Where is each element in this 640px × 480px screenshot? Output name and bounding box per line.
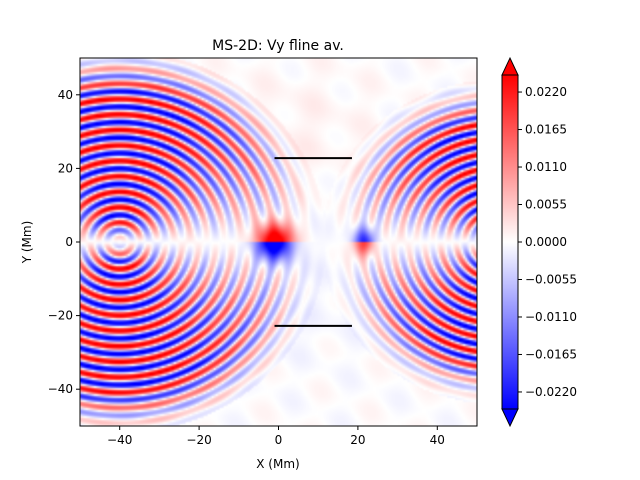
x-tick-label: 0: [275, 433, 283, 447]
y-axis-label: Y (Mm): [20, 221, 34, 265]
colorbar-tick-label: −0.0165: [525, 347, 577, 361]
x-axis-label: X (Mm): [256, 457, 299, 471]
colorbar-tick-label: −0.0110: [525, 310, 577, 324]
colorbar: −0.0220 −0.0165 −0.0110 −0.0055 0.0000 0.0055…: [501, 56, 577, 428]
colorbar-tick-label: 0.0220: [525, 85, 567, 99]
x-tick-label: 40: [430, 433, 445, 447]
colorbar-tick-label: 0.0055: [525, 198, 567, 212]
colorbar-gradient: [502, 75, 518, 409]
x-tick-label: 20: [350, 433, 365, 447]
y-tick-label: −20: [48, 309, 73, 323]
y-tick-label: −40: [48, 382, 73, 396]
colorbar-tick-label: 0.0000: [525, 235, 567, 249]
y-tick-label: 20: [58, 161, 73, 175]
chart-title: MS-2D: Vy fline av.: [212, 38, 344, 54]
x-tick-label: −20: [186, 433, 211, 447]
colorbar-ticks: −0.0220 −0.0165 −0.0110 −0.0055 0.0000 0.0055…: [518, 85, 577, 399]
colorbar-extend-top: [501, 56, 519, 76]
colorbar-extend-bottom: [501, 408, 519, 428]
colorbar-tick-label: 0.0110: [525, 160, 567, 174]
overlay-lines: [274, 157, 352, 327]
heatmap-image: [80, 58, 477, 426]
y-tick-label: 40: [58, 88, 73, 102]
y-axis: −40 −20 0 20 40: [48, 88, 80, 396]
x-axis: −40 −20 0 20 40: [107, 426, 445, 447]
x-tick-label: −40: [107, 433, 132, 447]
y-tick-label: 0: [65, 235, 73, 249]
colorbar-tick-label: 0.0165: [525, 123, 567, 137]
heatmap-field: [80, 58, 477, 426]
colorbar-tick-label: −0.0220: [525, 385, 577, 399]
colorbar-tick-label: −0.0055: [525, 272, 577, 286]
